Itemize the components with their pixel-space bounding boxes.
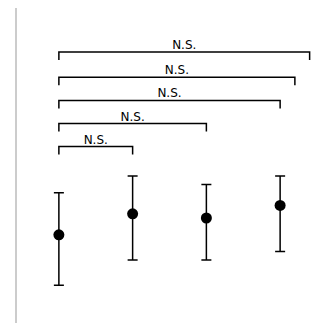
dot	[127, 208, 138, 219]
bracket	[59, 52, 310, 60]
bracket	[59, 77, 295, 85]
annotation: N.S.	[157, 86, 181, 100]
annotation: N.S.	[172, 38, 196, 52]
annotation: N.S.	[84, 133, 108, 147]
annotation: N.S.	[121, 110, 145, 124]
dot	[53, 229, 64, 240]
error-bar	[201, 184, 211, 260]
error-bar	[54, 193, 64, 285]
bracket	[59, 124, 207, 132]
annotation: N.S.	[165, 63, 189, 77]
chart: N.S. N.S. N.S. N.S. N.S.	[0, 0, 331, 331]
bracket	[59, 147, 133, 155]
dot	[275, 200, 286, 211]
plot-area	[53, 176, 285, 285]
error-bar	[275, 176, 285, 252]
error-bar	[128, 176, 138, 260]
dot	[201, 213, 212, 224]
y-axis-line	[16, 8, 17, 323]
bracket	[59, 100, 280, 108]
